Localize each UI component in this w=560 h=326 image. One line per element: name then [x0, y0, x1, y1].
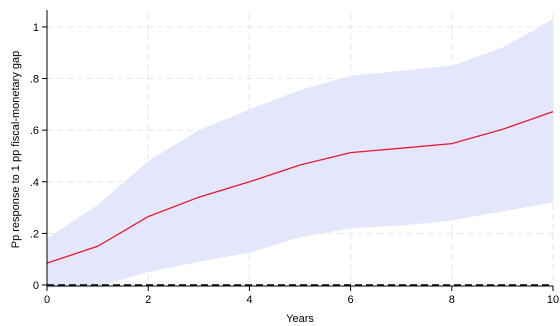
y-tick-label: .6: [30, 125, 39, 137]
response-line: [46, 110, 554, 264]
x-tick-label: 8: [449, 294, 455, 306]
x-tick-label: 6: [348, 294, 354, 306]
x-ticks: 0 2 4 6 8 10: [44, 286, 559, 306]
x-tick-label: 4: [246, 294, 252, 306]
x-tick-label: 10: [547, 294, 559, 306]
x-tick-label: 0: [44, 294, 50, 306]
confidence-band: [47, 19, 553, 288]
x-tick-label: 2: [145, 294, 151, 306]
y-tick-label: .8: [30, 74, 39, 86]
axes: [46, 10, 553, 287]
y-tick-label: 0: [33, 280, 39, 292]
x-axis-title: Years: [286, 313, 314, 325]
y-ticks: 0 .2 .4 .6 .8 1: [30, 22, 47, 292]
y-tick-label: 1: [33, 22, 39, 34]
y-axis-title: Pp response to 1 pp fiscal-monetary gap: [10, 51, 22, 249]
y-tick-label: .2: [30, 228, 39, 240]
y-tick-label: .4: [30, 177, 39, 189]
